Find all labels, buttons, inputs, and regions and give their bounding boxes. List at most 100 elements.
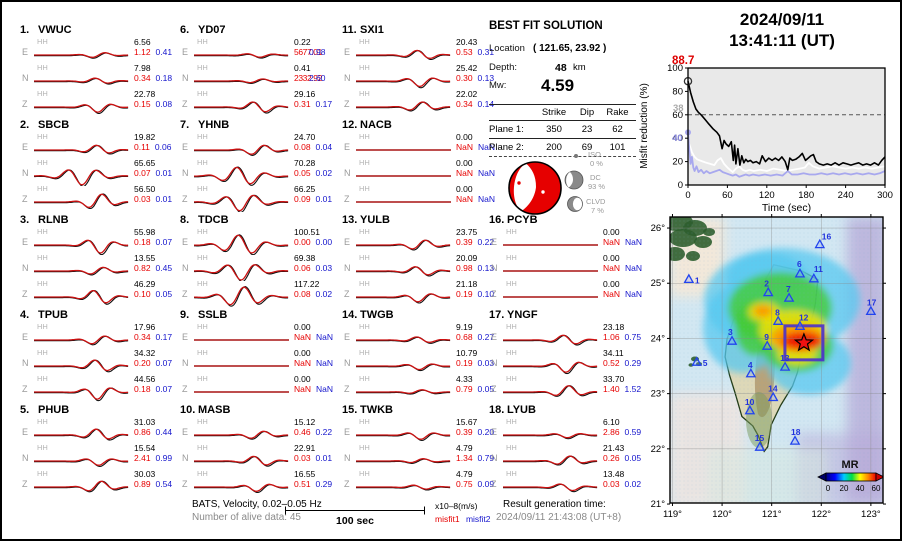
map-station-number: 18 (791, 427, 801, 437)
peak-amplitude: 0.00 (294, 322, 311, 332)
map-station-number: 8 (775, 307, 780, 317)
peak-amplitude: 4.79 (456, 443, 473, 453)
peak-amplitude: 9.19 (456, 322, 473, 332)
component-letter: E (22, 332, 29, 342)
channel-label: HH (359, 322, 370, 331)
dc-icon (564, 170, 584, 190)
misfit-values: 0.20 0.07 (134, 358, 174, 368)
channel-label: HH (359, 348, 370, 357)
y-tick-label: 20 (672, 157, 683, 168)
component-letter: E (344, 142, 351, 152)
channel-label: HH (197, 279, 208, 288)
misfit1-value: 0.26 (603, 453, 620, 463)
peak-amplitude: 21.43 (603, 443, 625, 453)
channel-label: HH (506, 348, 517, 357)
peak-amplitude: 22.78 (134, 89, 156, 99)
component-row-z: Z HH 56.50 0.03 0.01 (20, 184, 174, 212)
misfit-values: 0.03 0.01 (134, 194, 174, 204)
component-row-e: E HH 55.98 0.18 0.07 (20, 227, 174, 255)
misfit1-value: 5677.01 (294, 47, 322, 57)
x-tick-label: 240 (838, 190, 854, 201)
trace-values: 117.22 0.08 0.02 (294, 279, 334, 299)
component-row-e: E HH 19.82 0.11 0.06 (20, 132, 174, 160)
component-letter: Z (182, 99, 188, 109)
waveform-trace (503, 483, 598, 493)
waveform-trace (34, 52, 129, 59)
component-row-z: Z HH 4.33 0.79 0.05 (342, 374, 496, 402)
component-row-n: N HH 25.42 0.30 0.13 (342, 63, 496, 91)
misfit2-value: 0.09 (477, 479, 495, 489)
map-station-number: 6 (797, 259, 802, 269)
misfit1-value: 0.19 (456, 358, 473, 368)
misfit2-value: 0.02 (315, 289, 333, 299)
map-station-number: 9 (764, 332, 769, 342)
misfit-values: 0.06 0.03 (294, 263, 334, 273)
misfit2-legend: misfit2 (465, 514, 491, 524)
misfit2-value: 0.20 (477, 427, 495, 437)
component-row-z: Z HH 22.02 0.34 0.14 (342, 89, 494, 117)
map-station-4 (745, 367, 757, 378)
y-axis-label: Misfit reduction (%) (639, 83, 650, 169)
misfit-values: 0.18 0.07 (134, 237, 174, 247)
station-header: 17. YNGF (489, 309, 538, 321)
misfit-values: 0.11 0.06 (134, 142, 174, 152)
map-station-number: 13 (780, 353, 790, 363)
station-header: 3. RLNB (20, 214, 69, 226)
misfit2-value: 0.29 (315, 479, 333, 489)
station-header: 8. TDCB (180, 214, 229, 226)
plane2-dip: 69 (581, 142, 593, 153)
channel-label: HH (37, 132, 48, 141)
map-station-number: 1 (695, 275, 700, 285)
misfit-values: 0.08 0.04 (294, 142, 334, 152)
misfit-values: NaN NaN (456, 194, 496, 204)
trace-values: 20.09 0.98 0.13 (456, 253, 496, 273)
misfit2-value: 0.01 (155, 194, 173, 204)
misfit2-value: NaN (316, 332, 334, 342)
map-station-number: 11 (814, 264, 823, 274)
misfit1-value: 0.39 (456, 237, 473, 247)
map-station-number: 17 (867, 297, 877, 307)
station-header: 11. SXI1 (342, 24, 384, 36)
misfit2-value: 0.75 (624, 332, 642, 342)
component-row-z: Z HH 22.78 0.15 0.08 (20, 89, 174, 117)
misfit-values: 0.75 0.09 (456, 479, 496, 489)
component-row-n: N HH 0.41 2332.922.60 (180, 63, 332, 91)
peak-amplitude: 34.11 (603, 348, 624, 358)
component-letter: N (491, 358, 498, 368)
misfit-values: 0.30 0.13 (456, 73, 496, 83)
misfit1-value: 0.03 (294, 453, 311, 463)
station-block-phub: 5. PHUB E HH 31.03 0.86 0.44 N HH 15.54 2.41 0.99 Z H… (20, 404, 172, 498)
trace-values: 21.43 0.26 0.05 (603, 443, 643, 463)
component-letter: E (182, 427, 189, 437)
trace-values: 56.50 0.03 0.01 (134, 184, 174, 204)
waveform-trace (194, 365, 289, 367)
misfit2-value: 0.29 (624, 358, 642, 368)
waveform-trace (503, 244, 598, 246)
location-label: Location (489, 43, 525, 54)
trace-values: 15.54 2.41 0.99 (134, 443, 174, 463)
misfit-values: 0.39 0.20 (456, 427, 496, 437)
peak-amplitude: 33.70 (603, 374, 625, 384)
colorbar-tick: 60 (872, 484, 881, 493)
depth-label: Depth: (489, 62, 517, 73)
trace-values: 29.16 0.31 0.17 (294, 89, 334, 109)
misfit-values: 0.34 0.17 (134, 332, 174, 342)
misfit1-value: NaN (456, 194, 474, 204)
map-y-tick: 26° (651, 223, 666, 234)
component-letter: E (491, 237, 498, 247)
t-axis-dot (541, 190, 545, 194)
misfit2-value: 0.00 (315, 237, 333, 247)
channel-label: HH (197, 374, 208, 383)
channel-label: HH (506, 443, 517, 452)
misfit1-value: 0.75 (456, 479, 473, 489)
misfit2-value: 1.52 (624, 384, 642, 394)
trace-values: 0.00 NaN NaN (294, 374, 334, 394)
misfit1-value: 0.53 (456, 47, 473, 57)
peak-amplitude: 100.51 (294, 227, 320, 237)
misfit-legend: misfit1 misfit2 (435, 514, 491, 524)
misfit-values: 1.12 0.41 (134, 47, 174, 57)
misfit-values: 0.15 0.08 (134, 99, 174, 109)
x-tick-label: 0 (685, 190, 690, 201)
misfit-values: 0.79 0.05 (456, 384, 496, 394)
component-row-n: N HH 0.00 NaN NaN (180, 348, 333, 376)
